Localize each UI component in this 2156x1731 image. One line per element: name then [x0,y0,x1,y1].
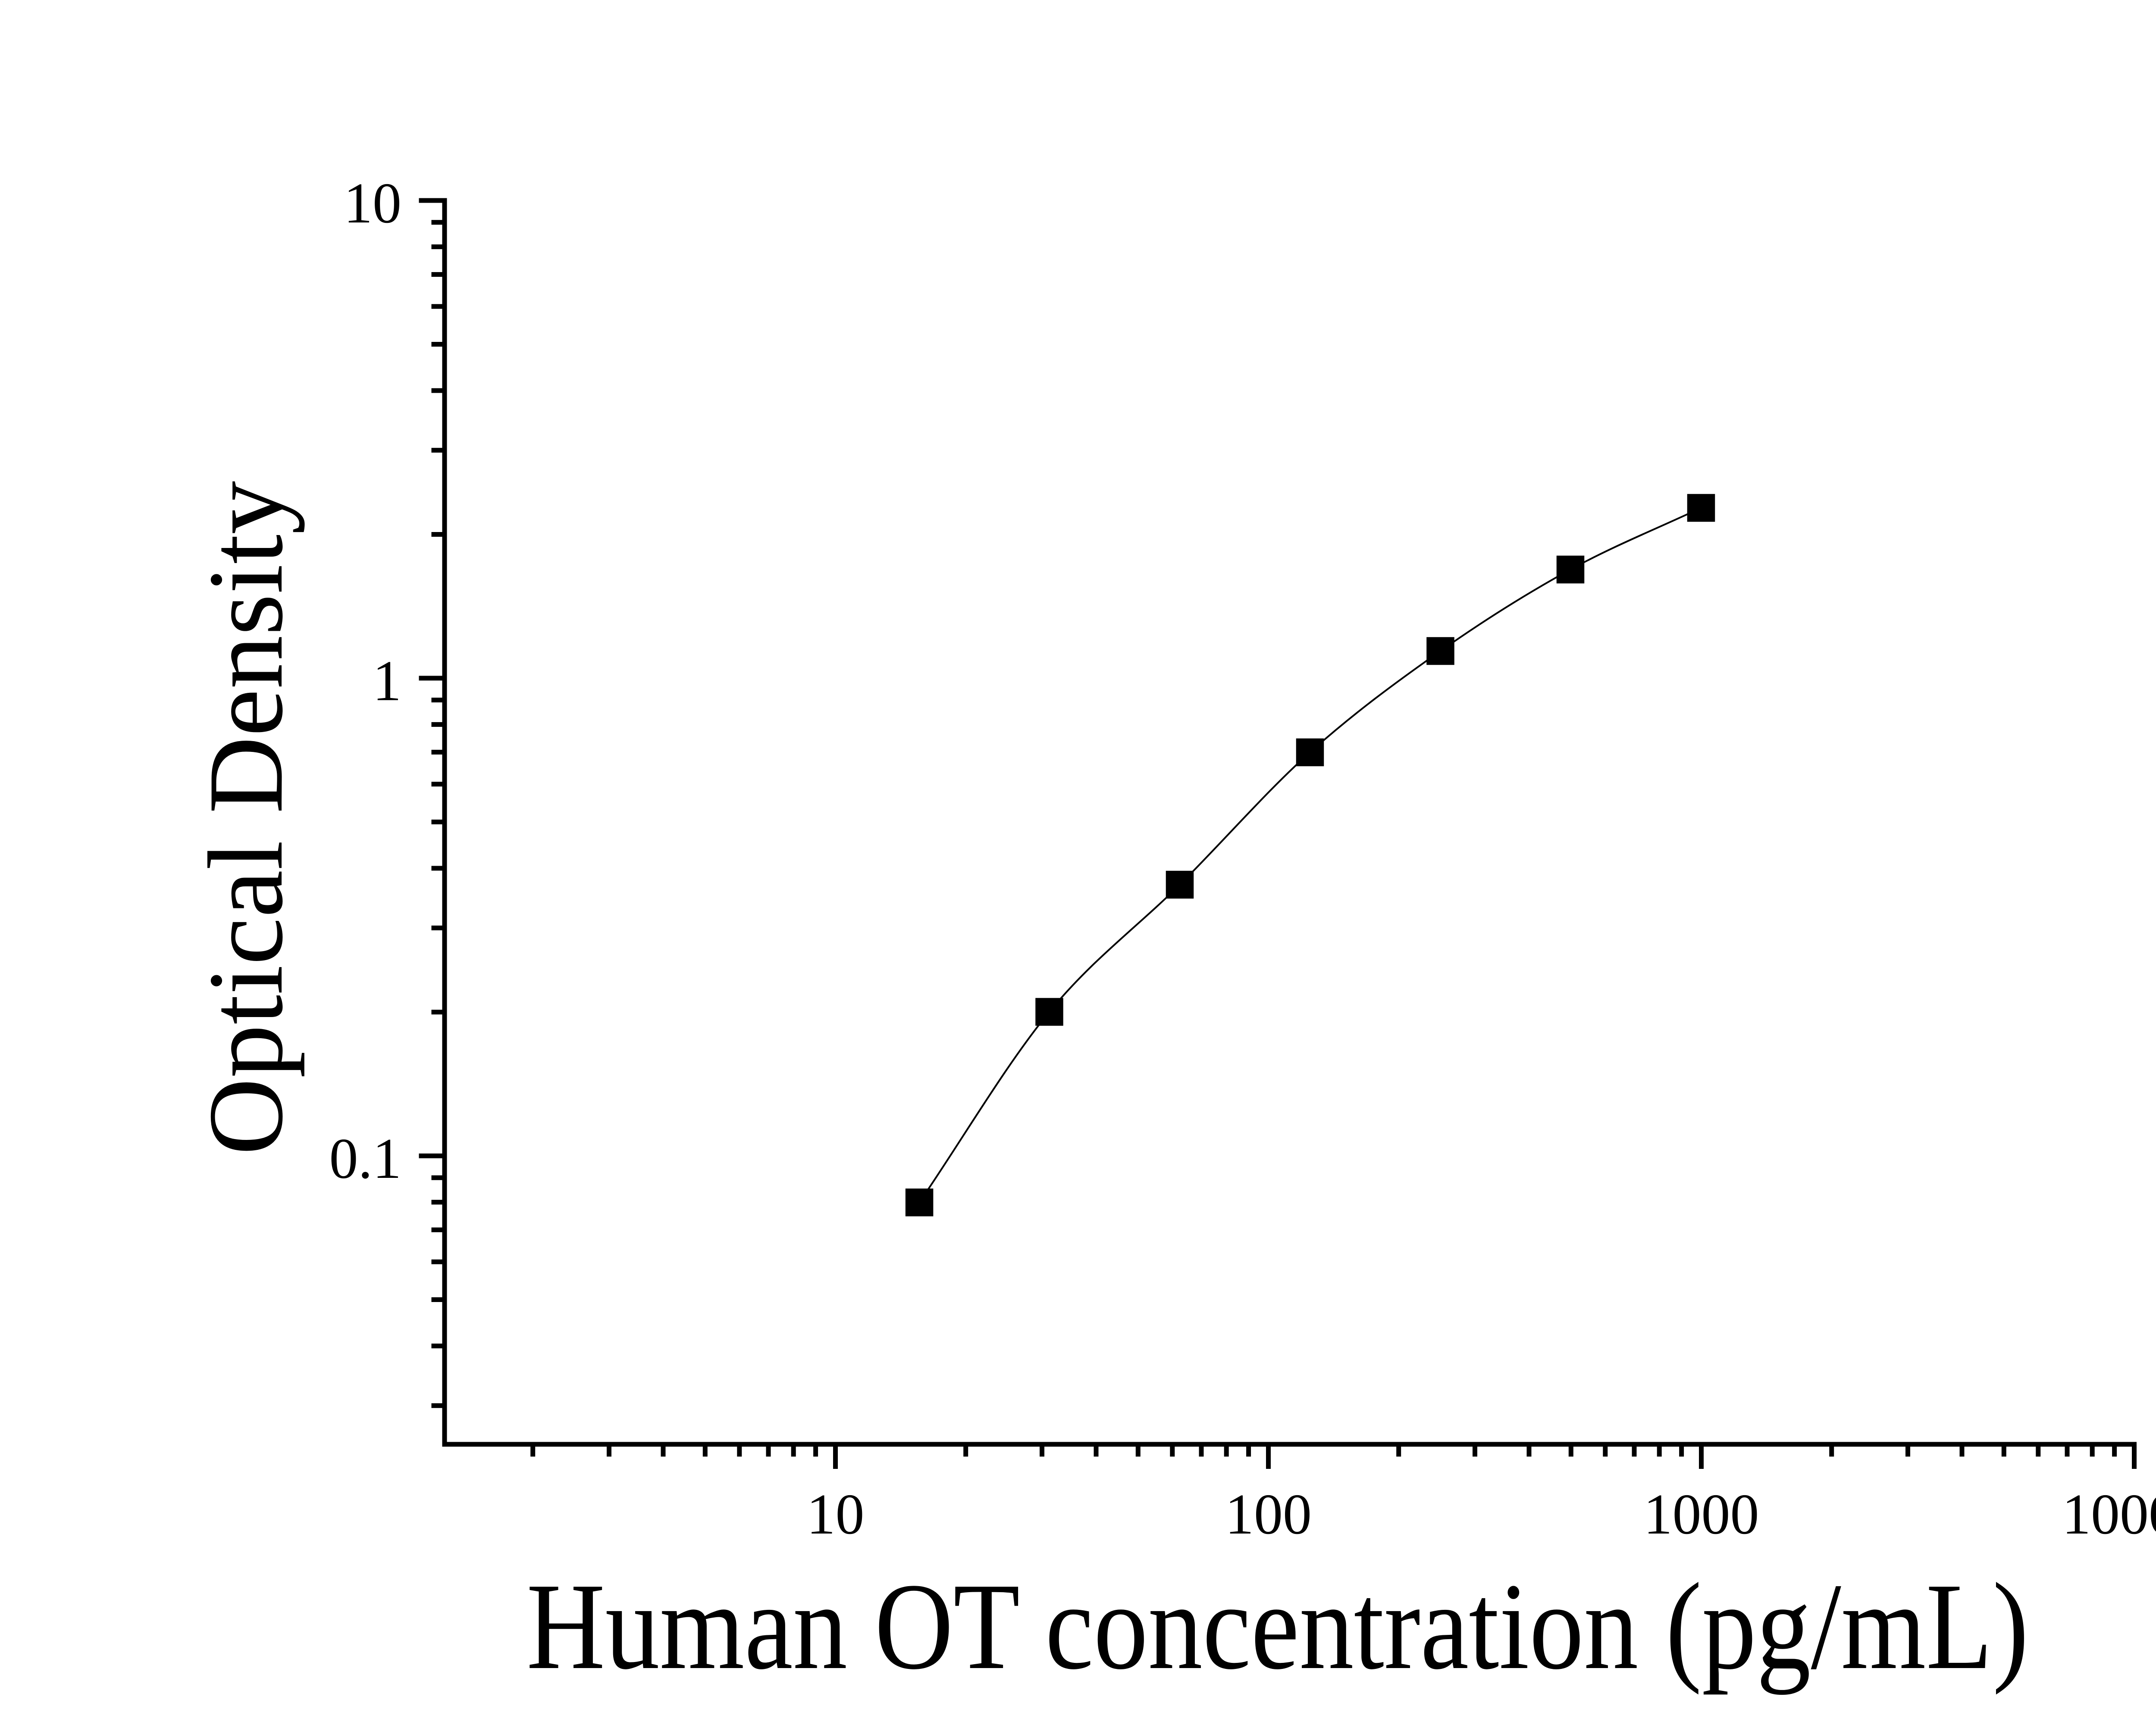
svg-text:Optical Density: Optical Density [186,481,305,1155]
svg-text:10: 10 [344,171,401,235]
svg-text:1000: 1000 [1644,1482,1759,1546]
svg-text:100: 100 [1225,1482,1312,1546]
svg-text:10000: 10000 [2062,1482,2156,1546]
svg-text:10: 10 [807,1482,865,1546]
svg-text:1: 1 [373,649,401,713]
svg-text:0.1: 0.1 [329,1127,402,1190]
svg-text:Human OT concentration (pg/mL): Human OT concentration (pg/mL) [526,1558,2029,1695]
